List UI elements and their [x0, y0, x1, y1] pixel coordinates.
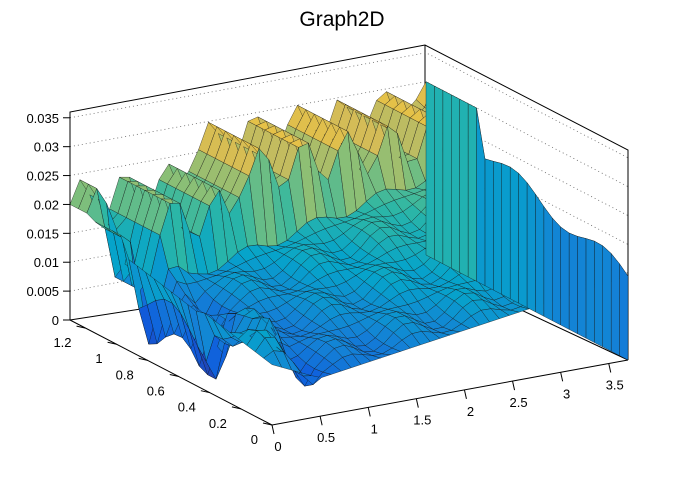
- z-gridline: [69, 110, 629, 216]
- surface-side: [535, 193, 545, 317]
- y-tick-label: 0.2: [209, 416, 227, 431]
- y-tick-mark: [76, 325, 86, 329]
- z-tick-label: 0.02: [34, 197, 59, 212]
- x-tick-label: 1.5: [413, 413, 431, 428]
- z-tick-label: 0.01: [34, 255, 59, 270]
- surface-side: [585, 238, 595, 343]
- y-tick-mark: [107, 341, 117, 345]
- y-axis: 0 0.2 0.4 0.6 0.8 1 1.2: [53, 325, 273, 447]
- surface-side: [602, 245, 612, 352]
- y-tick-mark: [231, 406, 242, 410]
- surface-side: [552, 217, 561, 326]
- chart-title: Graph2D: [299, 8, 384, 31]
- surface-side: [484, 158, 494, 291]
- surface-side: [451, 94, 460, 273]
- y-tick-label: 1: [95, 351, 102, 366]
- y-tick-label: 0.4: [178, 400, 196, 415]
- surface-side: [476, 107, 486, 286]
- x-tick-label: 2: [467, 404, 474, 419]
- x-tick-mark: [560, 372, 564, 382]
- surface-side: [425, 81, 435, 260]
- surface-side: [577, 236, 587, 339]
- z-tick-label: 0.035: [26, 111, 59, 126]
- z-tick-label: 0.005: [26, 284, 59, 299]
- y-tick-mark: [200, 390, 210, 394]
- surface-side: [442, 90, 452, 269]
- y-tick-label: 1.2: [53, 335, 71, 350]
- x-tick-label: 0: [274, 439, 281, 454]
- x-tick-mark: [367, 407, 371, 417]
- surface-side: [509, 166, 519, 304]
- surface-side: [434, 85, 444, 265]
- x-tick-label: 0.5: [317, 430, 335, 445]
- surface-side: [493, 161, 502, 295]
- y-tick-mark: [138, 357, 148, 361]
- surface-side: [543, 206, 553, 321]
- x-tick-label: 3.5: [606, 378, 624, 393]
- x-tick-label: 2.5: [510, 395, 528, 410]
- surface-side: [594, 240, 603, 348]
- surface-side: [619, 263, 629, 361]
- z-gridline: [69, 81, 629, 188]
- surface-side: [518, 172, 528, 308]
- z-gridline: [69, 52, 629, 159]
- box-frame-front: [69, 319, 629, 426]
- x-tick-label: 3: [563, 386, 570, 401]
- surface: [69, 81, 629, 387]
- y-tick-label: 0.6: [147, 384, 165, 399]
- x-tick-mark: [415, 398, 419, 408]
- surface-side: [501, 163, 511, 300]
- z-axis: 0 0.005 0.01 0.015 0.02 0.025 0.03 0.035: [26, 111, 71, 328]
- surface-side: [560, 226, 570, 330]
- surface-side: [526, 182, 536, 313]
- x-tick-mark: [608, 363, 612, 373]
- surface-side: [610, 252, 620, 356]
- y-tick-mark: [169, 374, 179, 378]
- surface-side: [459, 98, 469, 278]
- y-tick-label: 0.8: [116, 367, 134, 382]
- x-axis: 0 0.5 1 1.5 2 2.5 3 3.5: [271, 363, 624, 454]
- z-tick-label: 0.03: [34, 140, 59, 155]
- z-tick-label: 0: [52, 313, 59, 328]
- x-tick-mark: [463, 389, 467, 399]
- y-tick-label: 0: [251, 432, 258, 447]
- z-tick-label: 0.015: [26, 226, 59, 241]
- z-tick-label: 0.025: [26, 169, 59, 184]
- x-tick-mark: [271, 424, 275, 435]
- surface-side: [568, 232, 578, 335]
- x-tick-mark: [319, 416, 323, 426]
- x-tick-mark: [512, 380, 516, 391]
- surface-side: [467, 103, 477, 282]
- y-tick-mark: [262, 422, 273, 426]
- x-tick-label: 1: [371, 421, 378, 436]
